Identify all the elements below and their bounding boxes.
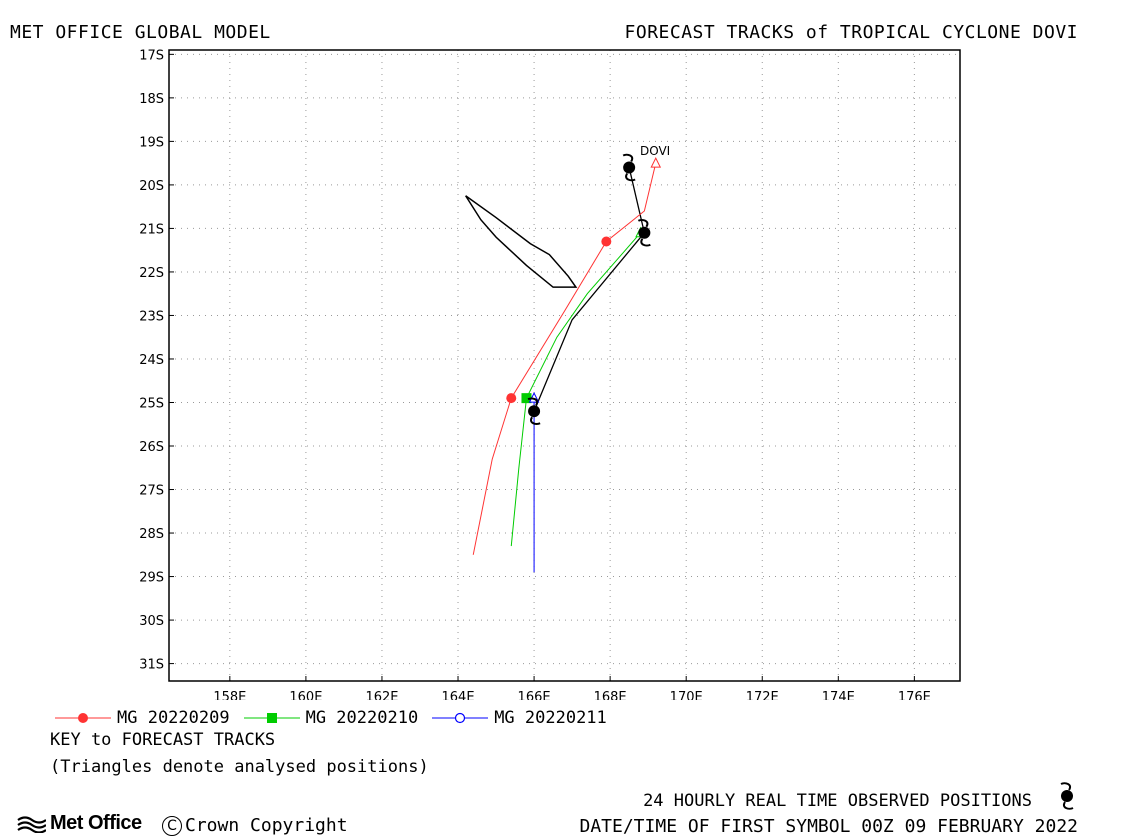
lon-tick-label: 160E bbox=[289, 690, 322, 700]
lat-tick-label: 26S bbox=[139, 440, 164, 455]
legend-item-mg-20220211: MG 20220211 bbox=[432, 708, 607, 728]
cyclone-symbol bbox=[622, 153, 636, 182]
copyright-text: Crown Copyright bbox=[185, 815, 348, 836]
chart-title: FORECAST TRACKS of TROPICAL CYCLONE DOVI bbox=[624, 22, 1078, 43]
grid-lines bbox=[169, 50, 960, 681]
legend-item-mg-20220210: MG 20220210 bbox=[243, 708, 419, 728]
lat-tick-label: 24S bbox=[139, 353, 164, 368]
copyright: C Crown Copyright bbox=[162, 815, 348, 836]
key-note: (Triangles denote analysed positions) bbox=[50, 757, 429, 777]
cyclone-symbol bbox=[527, 397, 541, 425]
lon-tick-label: 168E bbox=[594, 690, 627, 700]
track-line-2 bbox=[510, 232, 641, 547]
lat-tick-label: 31S bbox=[139, 658, 164, 673]
legend-label: MG 20220211 bbox=[494, 708, 607, 728]
forecast-tracks bbox=[472, 157, 662, 573]
track-line-1 bbox=[472, 163, 657, 555]
key-title: KEY to FORECAST TRACKS bbox=[50, 730, 276, 750]
legend-item-mg-20220209: MG 20220209 bbox=[55, 708, 230, 728]
cyclone-icon bbox=[1060, 782, 1074, 810]
observed-track bbox=[533, 167, 646, 412]
met-office-logo: Met Office bbox=[16, 812, 142, 835]
forecast-marker bbox=[521, 393, 532, 404]
blue-open-circle-line-icon bbox=[432, 712, 489, 724]
first-symbol-datetime: DATE/TIME OF FIRST SYMBOL 00Z 09 FEBRUAR… bbox=[579, 816, 1079, 837]
lat-tick-label: 27S bbox=[139, 484, 164, 499]
lon-tick-label: 170E bbox=[670, 690, 703, 700]
red-circle-line-icon bbox=[55, 713, 111, 723]
lat-tick-label: 17S bbox=[139, 48, 164, 63]
legend-label: MG 20220209 bbox=[117, 708, 230, 728]
legend: MG 20220209 MG 20220210 MG 20220211 bbox=[55, 708, 621, 728]
lon-tick-label: 164E bbox=[442, 690, 475, 700]
observed-cyclone-symbols bbox=[527, 153, 651, 425]
axis-ticks: 158E 160E 162E 164E 166E 168E 170E 172E 174E 176E… bbox=[139, 48, 931, 700]
map-frame bbox=[168, 49, 961, 682]
lat-tick-label: 22S bbox=[139, 266, 164, 281]
lon-tick-label: 176E bbox=[898, 690, 931, 700]
analysed-position-triangle bbox=[650, 157, 662, 168]
lat-tick-label: 21S bbox=[139, 222, 164, 237]
logo-text: Met Office bbox=[50, 812, 142, 834]
lon-tick-label: 174E bbox=[822, 690, 855, 700]
legend-label: MG 20220210 bbox=[305, 708, 419, 728]
lon-tick-label: 162E bbox=[365, 690, 398, 700]
lat-tick-label: 23S bbox=[139, 309, 164, 324]
lat-tick-label: 25S bbox=[139, 396, 164, 411]
met-office-waves-icon bbox=[17, 815, 46, 833]
lon-tick-label: 158E bbox=[213, 690, 246, 700]
forecast-track-map: 158E 160E 162E 164E 166E 168E 170E 172E 174E 176E… bbox=[139, 48, 961, 700]
green-square-line-icon bbox=[243, 713, 300, 723]
storm-name-label: DOVI bbox=[640, 144, 670, 158]
forecast-marker bbox=[601, 236, 612, 247]
lat-tick-label: 29S bbox=[139, 571, 164, 586]
lat-tick-label: 19S bbox=[139, 135, 164, 150]
observed-positions-label: 24 HOURLY REAL TIME OBSERVED POSITIONS bbox=[643, 791, 1032, 811]
lon-tick-label: 166E bbox=[518, 690, 551, 700]
model-title: MET OFFICE GLOBAL MODEL bbox=[10, 22, 271, 43]
copyright-symbol: C bbox=[162, 815, 182, 836]
lon-tick-label: 172E bbox=[746, 690, 779, 700]
new-caledonia-coastline bbox=[464, 195, 578, 288]
forecast-marker bbox=[506, 393, 517, 404]
observed-track-line bbox=[533, 167, 646, 412]
lat-tick-label: 18S bbox=[139, 92, 164, 107]
lat-tick-label: 30S bbox=[139, 614, 164, 629]
lat-tick-label: 28S bbox=[139, 527, 164, 542]
cyclone-symbol bbox=[637, 219, 651, 247]
lat-tick-label: 20S bbox=[139, 179, 164, 194]
